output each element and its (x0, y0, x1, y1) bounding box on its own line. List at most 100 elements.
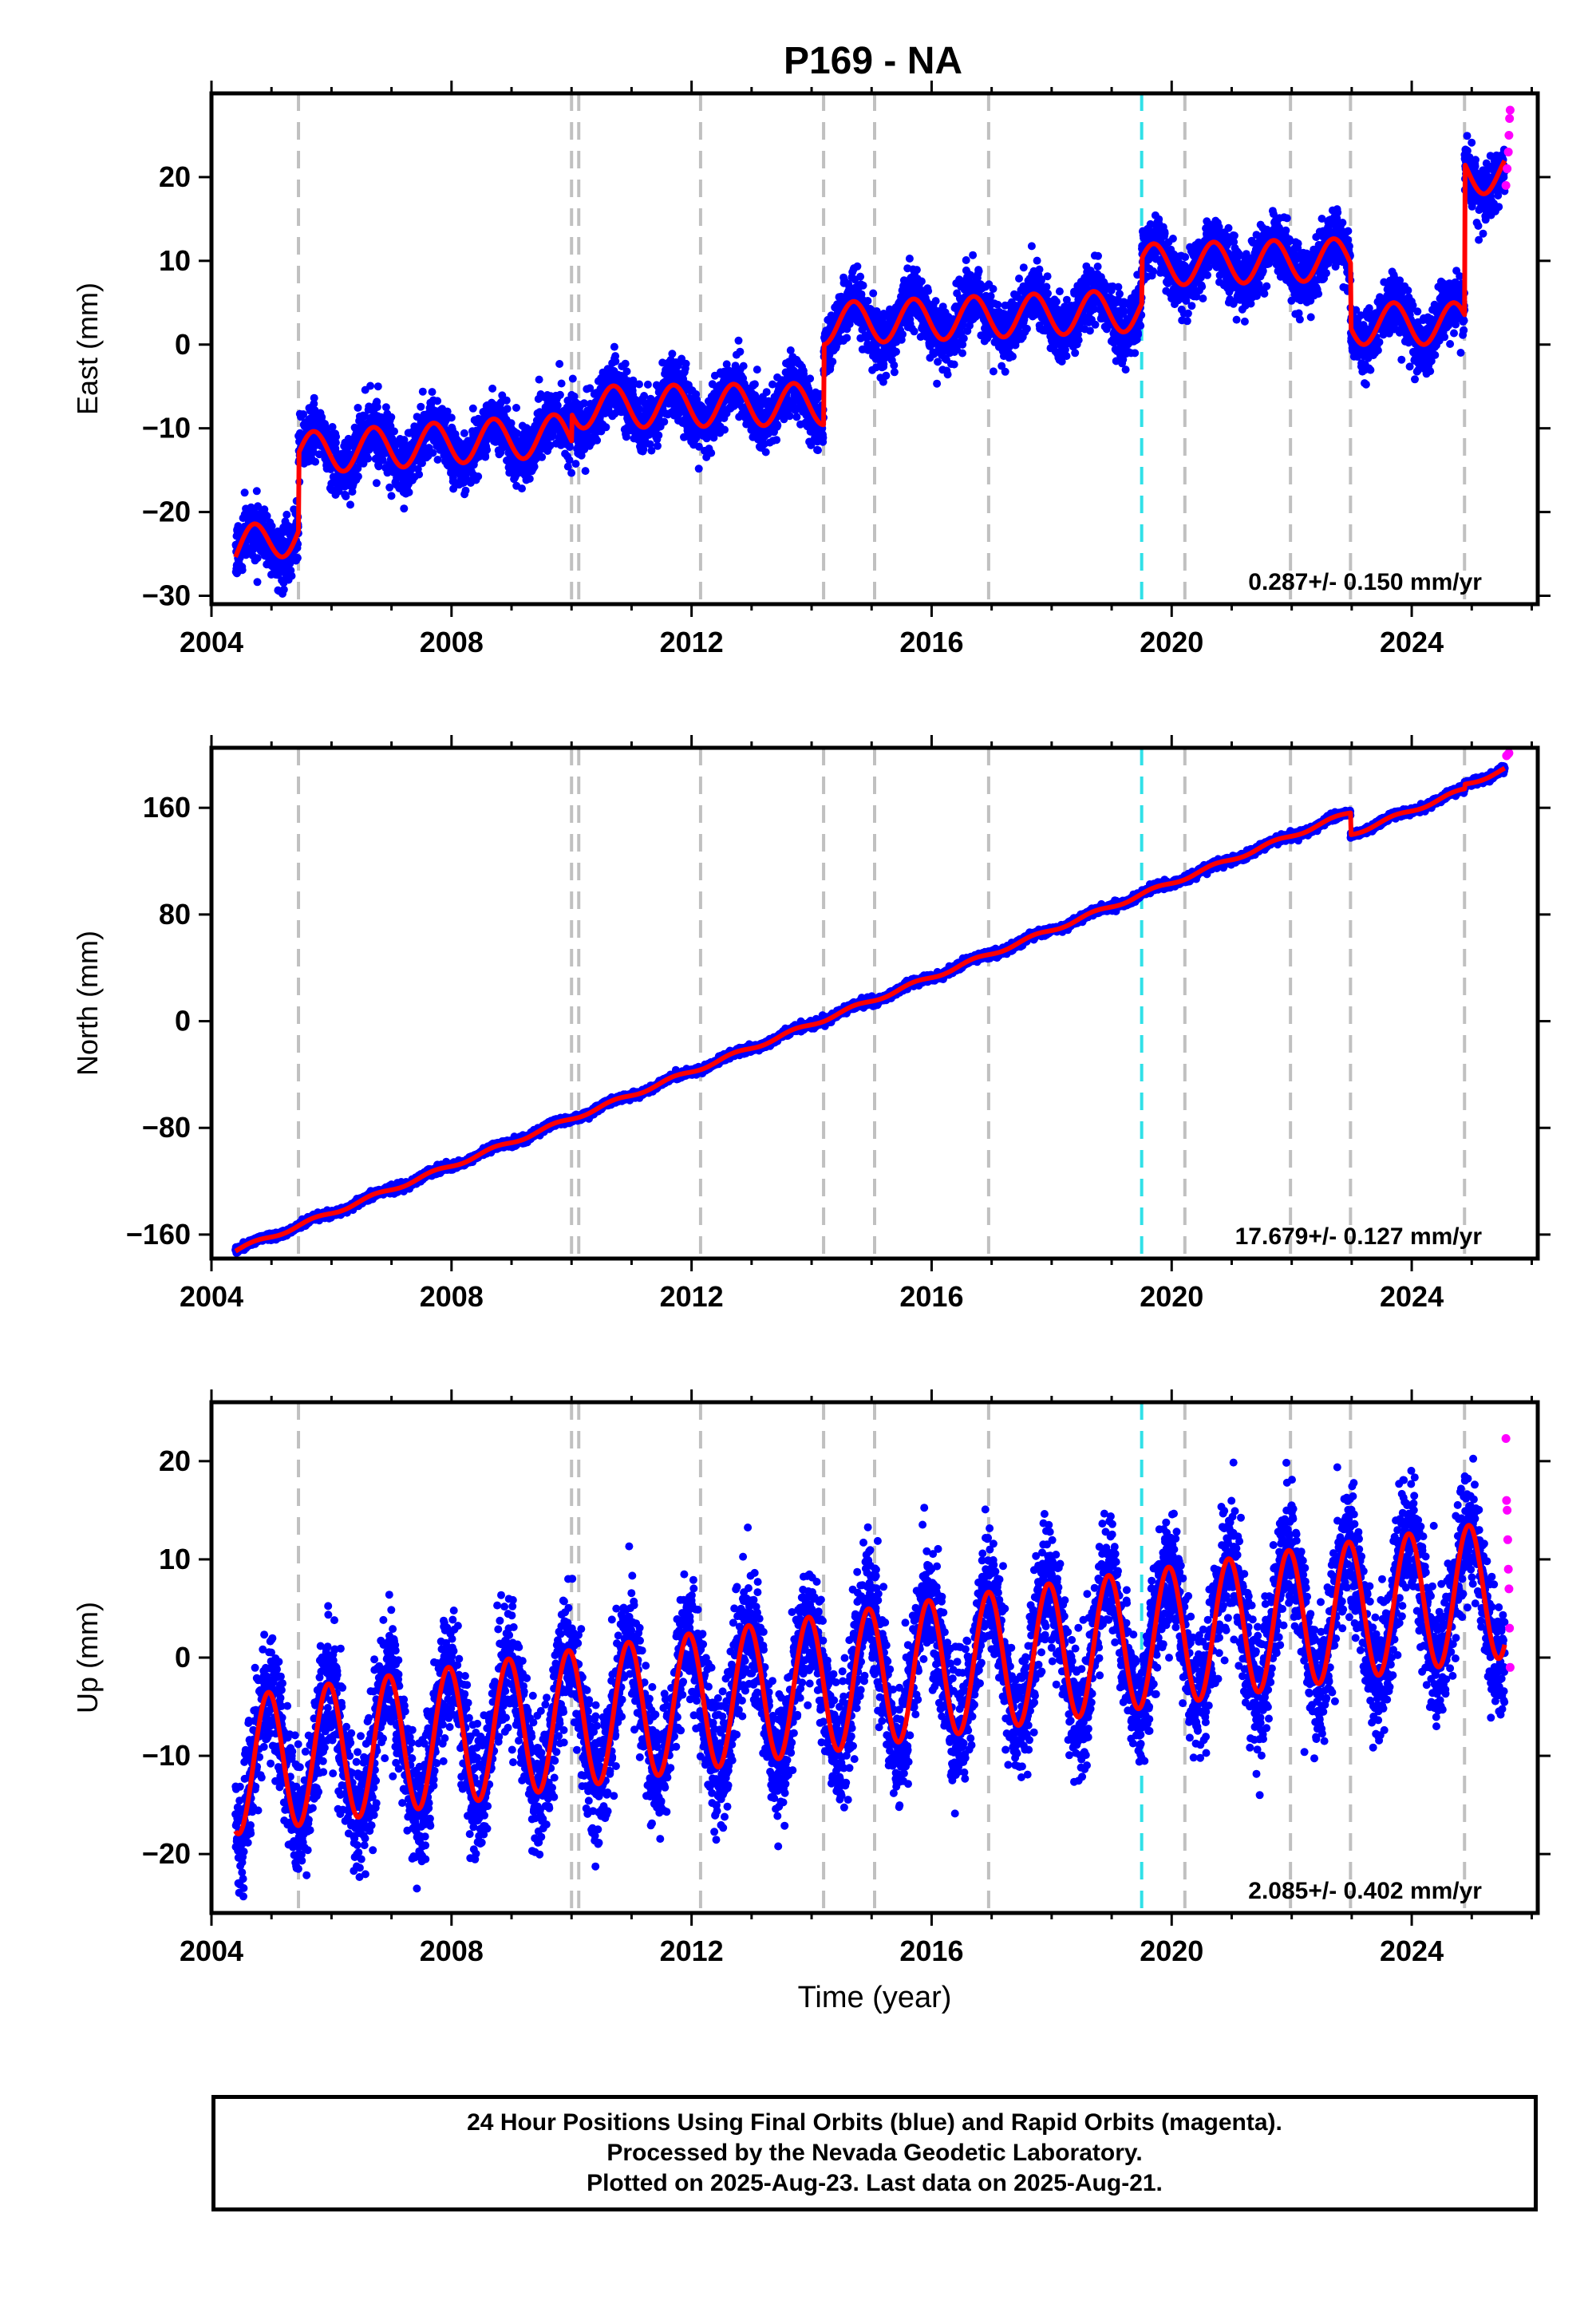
data-point (969, 251, 978, 259)
data-point (525, 474, 534, 483)
data-point (503, 405, 512, 413)
data-point (310, 399, 318, 408)
data-point (905, 255, 914, 263)
data-point (334, 487, 343, 496)
data-point (568, 374, 577, 383)
data-point (346, 500, 354, 509)
data-points-final (231, 132, 1509, 598)
data-point (853, 262, 862, 271)
data-point (311, 457, 320, 466)
data-point (1055, 287, 1064, 296)
data-point (1022, 324, 1031, 333)
data-point (882, 371, 891, 380)
data-point (1062, 352, 1071, 361)
data-point (557, 379, 566, 388)
data-point (282, 510, 291, 519)
data-point (934, 358, 942, 366)
data-point (772, 436, 781, 445)
data-point (950, 360, 958, 369)
data-point (593, 436, 602, 445)
data-point (989, 367, 998, 376)
data-point (372, 479, 381, 488)
data-point (721, 425, 729, 434)
data-point (565, 443, 574, 452)
data-point (1035, 265, 1044, 274)
data-point (943, 370, 952, 379)
data-point (342, 492, 350, 500)
data-point (643, 380, 652, 389)
data-point (553, 401, 562, 409)
data-point (974, 267, 983, 275)
data-point (252, 487, 261, 496)
data-point (660, 417, 669, 426)
data-point (267, 522, 276, 531)
data-point (400, 504, 409, 513)
data-point (418, 387, 427, 396)
data-point (1071, 349, 1080, 358)
data-point (958, 349, 966, 358)
data-point (806, 374, 815, 383)
data-point (761, 448, 770, 456)
data-point (814, 446, 822, 455)
data-point (773, 421, 782, 429)
data-point (1015, 275, 1023, 283)
data-point (1019, 263, 1028, 272)
data-point (1009, 352, 1017, 361)
data-point (989, 285, 998, 293)
data-point (622, 367, 631, 376)
data-point (890, 361, 899, 370)
data-point (263, 512, 271, 520)
data-point (415, 470, 424, 479)
data-point (240, 488, 249, 497)
data-point (518, 484, 526, 493)
data-point (635, 380, 643, 389)
data-point (611, 357, 620, 366)
data-point (309, 448, 318, 456)
data-point (555, 390, 564, 399)
data-point (488, 384, 497, 393)
data-point (238, 566, 247, 575)
data-point (433, 397, 442, 405)
data-point (387, 413, 396, 421)
data-point (863, 297, 872, 305)
data-point (859, 281, 867, 290)
data-point (373, 403, 381, 412)
data-point (750, 380, 759, 389)
data-point (468, 404, 477, 413)
data-point (483, 445, 492, 454)
data-point (387, 492, 396, 500)
data-point (1042, 283, 1051, 291)
data-point (994, 300, 1002, 309)
data-point (381, 403, 390, 412)
data-point (819, 433, 828, 442)
data-point (892, 347, 900, 356)
data-point (1052, 298, 1061, 306)
data-point (535, 375, 543, 384)
data-point (890, 368, 899, 377)
data-point (1074, 336, 1083, 345)
data-point (447, 413, 456, 422)
data-point (917, 277, 926, 286)
data-point (1033, 256, 1041, 265)
data-point (869, 289, 878, 298)
data-point (899, 330, 907, 338)
data-point (1001, 367, 1009, 376)
data-point (405, 488, 413, 496)
data-point (287, 571, 296, 580)
data-point (530, 462, 539, 471)
data-point (364, 454, 373, 463)
data-point (390, 427, 398, 436)
data-point (253, 554, 262, 563)
data-point (378, 456, 387, 464)
data-point (1027, 242, 1036, 251)
data-point (734, 336, 743, 345)
data-point (293, 554, 302, 563)
data-point (762, 388, 771, 397)
data-point (373, 382, 382, 391)
data-point (668, 350, 677, 358)
data-point (385, 483, 394, 492)
data-point (924, 287, 933, 295)
data-point (253, 578, 262, 587)
data-point (538, 453, 547, 461)
